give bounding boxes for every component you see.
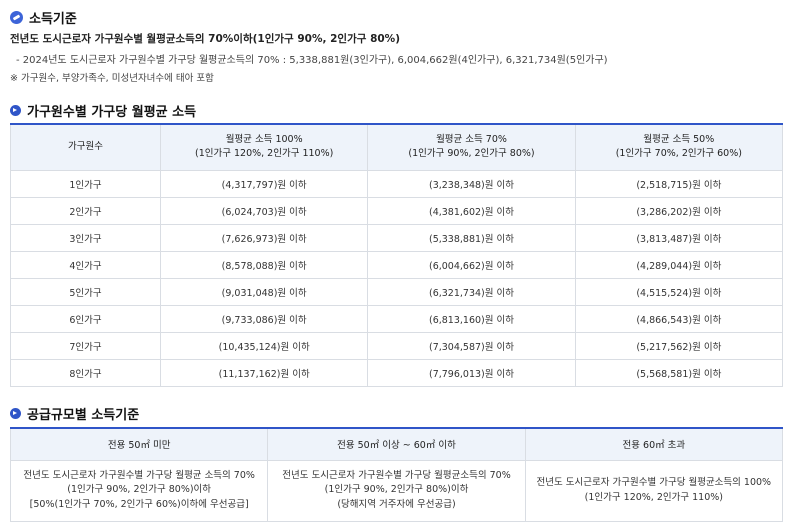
income-criteria-note: ※ 가구원수, 부양가족수, 미성년자녀수에 태아 포함 [10,73,214,84]
table-row: 4인가구 (8,578,088)원 이하 (6,004,662)원 이하 (4,… [10,250,784,279]
table-row: 8인가구 (11,137,162)원 이하 (7,796,013)원 이하 (5… [10,358,784,387]
income-cell: (4,317,797)원 이하 [159,169,369,198]
income-cell: (4,289,044)원 이하 [574,250,784,279]
income-cell: (4,381,602)원 이하 [367,196,576,225]
household-income-table: 가구원수 월평균 소득 100% (1인가구 120%, 2인가구 110%) … [10,123,784,387]
income-cell: (2,518,715)원 이하 [574,169,784,198]
income-cell: (5,217,562)원 이하 [574,331,784,360]
criteria-cell-50-to-60: 전년도 도시근로자 가구원수별 가구당 월평균소득의 70% (1인가구 90%… [267,459,526,522]
income-cell: (9,733,086)원 이하 [159,304,369,333]
section-title-text: 공급규모별 소득기준 [27,407,140,423]
table-row: 5인가구 (9,031,048)원 이하 (6,321,734)원 이하 (4,… [10,277,784,306]
household-size-cell: 8인가구 [10,358,161,387]
section-title-text: 가구원수별 가구당 월평균 소득 [27,104,197,120]
income-cell: (3,238,348)원 이하 [367,169,576,198]
income-cell: (4,866,543)원 이하 [574,304,784,333]
income-cell: (3,813,487)원 이하 [574,223,784,252]
income-cell: (9,031,048)원 이하 [159,277,369,306]
section-title-income-criteria: 소득기준 [10,8,77,27]
table-row: 전년도 도시근로자 가구원수별 가구당 월평균 소득의 70% (1인가구 90… [9,459,784,522]
income-cell: (10,435,124)원 이하 [159,331,369,360]
criteria-cell-over-60: 전년도 도시근로자 가구원수별 가구당 월평균소득의 100% (1인가구 12… [524,459,784,522]
header-under-50: 전용 50㎡ 미만 [9,427,269,461]
household-size-cell: 7인가구 [10,331,161,360]
household-size-cell: 2인가구 [10,196,161,225]
income-cell: (5,338,881)원 이하 [367,223,576,252]
header-50-to-60: 전용 50㎡ 이상 ~ 60㎡ 이하 [267,427,526,461]
table-row: 6인가구 (9,733,086)원 이하 (6,813,160)원 이하 (4,… [10,304,784,333]
table-header-row: 가구원수 월평균 소득 100% (1인가구 120%, 2인가구 110%) … [10,123,784,171]
section-title-supply-size: 공급규모별 소득기준 [10,404,140,423]
income-criteria-summary: 전년도 도시근로자 가구원수별 월평균소득의 70%이하(1인가구 90%, 2… [10,33,401,45]
table-row: 1인가구 (4,317,797)원 이하 (3,238,348)원 이하 (2,… [10,169,784,198]
table-row: 2인가구 (6,024,703)원 이하 (4,381,602)원 이하 (3,… [10,196,784,225]
income-cell: (6,004,662)원 이하 [367,250,576,279]
household-size-cell: 1인가구 [10,169,161,198]
bullet-icon [10,104,21,116]
header-over-60: 전용 60㎡ 초과 [524,427,784,461]
household-size-cell: 4인가구 [10,250,161,279]
table-row: 7인가구 (10,435,124)원 이하 (7,304,587)원 이하 (5… [10,331,784,360]
household-size-cell: 5인가구 [10,277,161,306]
bullet-icon [10,407,21,419]
header-income-100: 월평균 소득 100% (1인가구 120%, 2인가구 110%) [159,123,369,171]
household-size-cell: 3인가구 [10,223,161,252]
income-cell: (11,137,162)원 이하 [159,358,369,387]
section-title-text: 소득기준 [29,11,77,27]
income-cell: (7,796,013)원 이하 [367,358,576,387]
income-cell: (4,515,524)원 이하 [574,277,784,306]
income-cell: (6,321,734)원 이하 [367,277,576,306]
criteria-cell-under-50: 전년도 도시근로자 가구원수별 가구당 월평균 소득의 70% (1인가구 90… [9,459,269,522]
income-cell: (3,286,202)원 이하 [574,196,784,225]
supply-size-table: 전용 50㎡ 미만 전용 50㎡ 이상 ~ 60㎡ 이하 전용 60㎡ 초과 전… [9,427,784,522]
income-cell: (7,626,973)원 이하 [159,223,369,252]
household-size-cell: 6인가구 [10,304,161,333]
section-title-household-income: 가구원수별 가구당 월평균 소득 [10,101,197,120]
header-income-50: 월평균 소득 50% (1인가구 70%, 2인가구 60%) [574,123,784,171]
income-cell: (7,304,587)원 이하 [367,331,576,360]
income-cell: (6,024,703)원 이하 [159,196,369,225]
income-criteria-detail: - 2024년도 도시근로자 가구원수별 가구당 월평균소득의 70% : 5,… [16,55,608,66]
table-row: 3인가구 (7,626,973)원 이하 (5,338,881)원 이하 (3,… [10,223,784,252]
income-cell: (6,813,160)원 이하 [367,304,576,333]
income-cell: (5,568,581)원 이하 [574,358,784,387]
header-household-size: 가구원수 [10,123,161,171]
table-header-row: 전용 50㎡ 미만 전용 50㎡ 이상 ~ 60㎡ 이하 전용 60㎡ 초과 [9,427,784,461]
income-cell: (8,578,088)원 이하 [159,250,369,279]
header-income-70: 월평균 소득 70% (1인가구 90%, 2인가구 80%) [367,123,576,171]
logo-icon [10,10,23,24]
